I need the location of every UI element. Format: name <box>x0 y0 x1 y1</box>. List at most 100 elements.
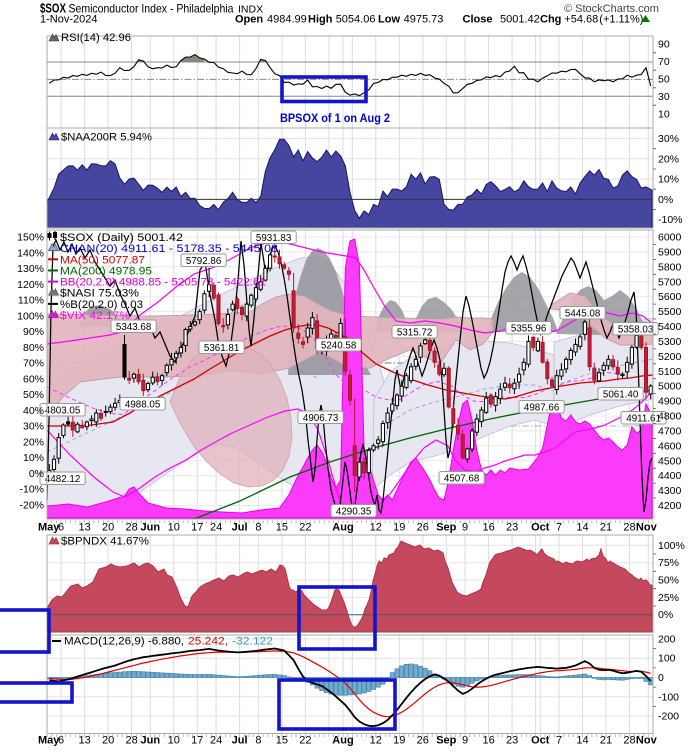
svg-text:4507.68: 4507.68 <box>444 473 480 484</box>
svg-text:90%: 90% <box>23 326 44 338</box>
svg-text:4988.05: 4988.05 <box>125 399 161 410</box>
svg-text:16: 16 <box>482 735 494 747</box>
svg-text:Chg: Chg <box>540 14 561 26</box>
svg-text:$BPNDX 41.67%: $BPNDX 41.67% <box>61 536 149 548</box>
svg-text:4803.05: 4803.05 <box>45 405 81 416</box>
svg-text:RSI(14) 42.96: RSI(14) 42.96 <box>61 32 131 44</box>
svg-text:5200: 5200 <box>658 351 682 363</box>
svg-text:May: May <box>38 735 60 747</box>
svg-text:5800: 5800 <box>658 261 682 273</box>
svg-text:$NAA200R 5.94%: $NAA200R 5.94% <box>61 132 152 144</box>
svg-text:0%: 0% <box>658 609 673 621</box>
svg-text:21: 21 <box>600 735 612 747</box>
svg-text:Sep: Sep <box>436 522 456 534</box>
svg-text:28: 28 <box>623 522 635 534</box>
svg-text:4400: 4400 <box>658 470 682 482</box>
svg-text:26: 26 <box>417 522 429 534</box>
svg-text:7: 7 <box>556 522 562 534</box>
svg-text:-200: -200 <box>658 711 679 723</box>
svg-text:70%: 70% <box>23 358 44 370</box>
svg-text:19: 19 <box>393 735 405 747</box>
svg-text:5343.68: 5343.68 <box>116 322 152 333</box>
svg-text:Oct: Oct <box>531 522 550 534</box>
svg-text:4975.73: 4975.73 <box>404 14 444 26</box>
svg-text:30%: 30% <box>658 133 679 145</box>
svg-text:130%: 130% <box>17 263 44 275</box>
svg-text:200: 200 <box>658 633 676 645</box>
svg-text:5358.03: 5358.03 <box>618 324 654 335</box>
svg-text:30%: 30% <box>23 421 44 433</box>
svg-text:4300: 4300 <box>658 485 682 497</box>
svg-text:110%: 110% <box>18 295 44 307</box>
svg-text:5315.72: 5315.72 <box>397 327 432 338</box>
svg-text:5361.81: 5361.81 <box>204 343 239 354</box>
svg-text:Low: Low <box>378 14 400 26</box>
svg-text:5600: 5600 <box>658 291 682 303</box>
svg-text:5500: 5500 <box>658 306 682 318</box>
svg-text:90: 90 <box>658 39 670 51</box>
svg-text:19: 19 <box>393 522 405 534</box>
svg-text:$VIX 42.17%: $VIX 42.17% <box>60 310 130 322</box>
svg-text:13: 13 <box>78 522 90 534</box>
svg-text:16: 16 <box>482 522 494 534</box>
svg-text:24: 24 <box>210 522 222 534</box>
svg-text:-10%: -10% <box>658 214 683 226</box>
svg-text:MA(50) 5077.87: MA(50) 5077.87 <box>60 254 145 266</box>
svg-text:Nov: Nov <box>636 735 658 747</box>
svg-text:Jun: Jun <box>141 522 161 534</box>
svg-text:-100: -100 <box>658 691 679 703</box>
svg-text:14: 14 <box>576 522 588 534</box>
svg-text:Close: Close <box>463 14 493 26</box>
svg-text:100: 100 <box>658 653 676 665</box>
svg-text:0: 0 <box>658 672 664 684</box>
svg-text:© StockCharts.com: © StockCharts.com <box>564 3 659 15</box>
svg-text:22: 22 <box>299 735 311 747</box>
svg-text:23: 23 <box>506 522 518 534</box>
svg-text:17: 17 <box>191 522 203 534</box>
svg-text:50%: 50% <box>23 389 44 401</box>
svg-text:$SOX: $SOX <box>40 1 66 16</box>
svg-text:8: 8 <box>255 522 261 534</box>
svg-text:Aug: Aug <box>332 522 353 534</box>
svg-text:Jun: Jun <box>141 735 161 747</box>
svg-text:4906.73: 4906.73 <box>303 413 339 424</box>
svg-text:20%: 20% <box>658 153 679 165</box>
svg-text:6: 6 <box>58 522 64 534</box>
svg-text:May: May <box>38 522 60 534</box>
svg-text:Aug: Aug <box>332 735 353 747</box>
svg-text:5000: 5000 <box>658 381 682 393</box>
svg-text:5400: 5400 <box>658 321 682 333</box>
svg-text:1-Nov-2024: 1-Nov-2024 <box>40 14 97 26</box>
svg-text:20: 20 <box>102 735 114 747</box>
svg-text:Oct: Oct <box>531 735 550 747</box>
svg-text:5054.06: 5054.06 <box>336 14 376 26</box>
svg-text:5700: 5700 <box>658 276 682 288</box>
svg-text:Open: Open <box>235 14 263 26</box>
svg-text:$SOX (Daily) 5001.42: $SOX (Daily) 5001.42 <box>60 232 183 244</box>
svg-text:4987.66: 4987.66 <box>524 402 560 413</box>
svg-text:5792.86: 5792.86 <box>186 256 222 267</box>
svg-text:10: 10 <box>168 735 180 747</box>
svg-text:4290.35: 4290.35 <box>336 506 372 517</box>
svg-text:5355.96: 5355.96 <box>511 323 547 334</box>
svg-text:100%: 100% <box>658 540 685 552</box>
svg-text:INDX: INDX <box>238 4 263 16</box>
svg-text:Jul: Jul <box>232 522 248 534</box>
svg-text:$NASI 75.03%: $NASI 75.03% <box>60 288 139 300</box>
svg-text:-32.122: -32.122 <box>232 636 273 648</box>
svg-text:28: 28 <box>125 735 137 747</box>
svg-text:20: 20 <box>102 522 114 534</box>
svg-text:5900: 5900 <box>658 246 682 258</box>
svg-text:28: 28 <box>125 522 137 534</box>
svg-text:22: 22 <box>299 522 311 534</box>
svg-text:5240.58: 5240.58 <box>321 340 357 351</box>
svg-text:120%: 120% <box>17 279 44 291</box>
svg-text:(+1.11%): (+1.11%) <box>599 14 643 26</box>
svg-text:23: 23 <box>506 735 518 747</box>
svg-text:4500: 4500 <box>658 455 682 467</box>
svg-text:13: 13 <box>78 735 90 747</box>
svg-text:-10%: -10% <box>19 484 44 496</box>
svg-text:Sep: Sep <box>436 735 456 747</box>
svg-text:25.242,: 25.242, <box>188 636 228 648</box>
svg-text:15: 15 <box>276 735 288 747</box>
